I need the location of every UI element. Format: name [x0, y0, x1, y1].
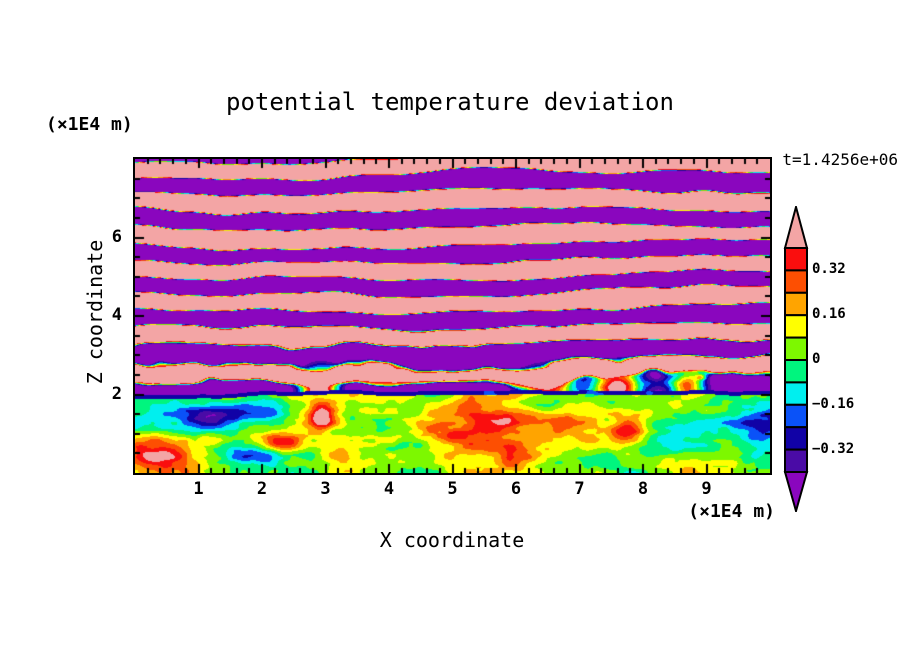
x-tick-label: 2 [256, 479, 268, 499]
colorbar-segment [784, 381, 808, 406]
colorbar-segment [784, 247, 808, 272]
colorbar-up-arrow [783, 206, 809, 249]
x-tick-label: 3 [320, 479, 331, 499]
colorbar-tick-label: 0.16 [812, 306, 846, 323]
colorbar-segment [784, 291, 808, 317]
colorbar-segment [784, 359, 808, 384]
x-axis-unit-label: (×1E4 m) [688, 501, 775, 522]
colorbar-tick-label: 0 [812, 351, 821, 367]
x-tick-label: 5 [447, 479, 458, 499]
time-annotation: t=1.4256e+06 [782, 150, 898, 169]
x-tick-label: 1 [193, 479, 204, 499]
x-tick-label: 7 [574, 479, 585, 499]
colorbar-segment [784, 448, 808, 474]
z-tick-label: 4 [111, 305, 122, 325]
x-tick-label: 9 [701, 479, 712, 499]
chart-title: potential temperature deviation [226, 88, 674, 116]
colorbar [783, 206, 809, 512]
contour-canvas [135, 159, 770, 473]
colorbar-segment [784, 403, 808, 429]
colorbar-down-arrow [783, 471, 809, 512]
z-axis-unit-label: (×1E4 m) [46, 114, 133, 135]
x-tick-label: 4 [383, 479, 395, 499]
x-tick-label: 6 [510, 479, 522, 499]
z-tick-label: 2 [111, 383, 122, 404]
colorbar-segment [784, 314, 808, 339]
colorbar-tick-label: −0.16 [812, 395, 855, 412]
colorbar-segment [784, 426, 808, 451]
x-tick-label: 8 [637, 479, 649, 499]
colorbar-tick-label: −0.32 [812, 440, 855, 457]
plot-area [133, 157, 772, 475]
z-tick-label: 6 [111, 226, 122, 247]
colorbar-segment [784, 269, 808, 294]
x-axis-title: X coordinate [379, 528, 525, 552]
colorbar-segment [784, 336, 808, 362]
colorbar-tick-label: 0.32 [812, 261, 846, 278]
